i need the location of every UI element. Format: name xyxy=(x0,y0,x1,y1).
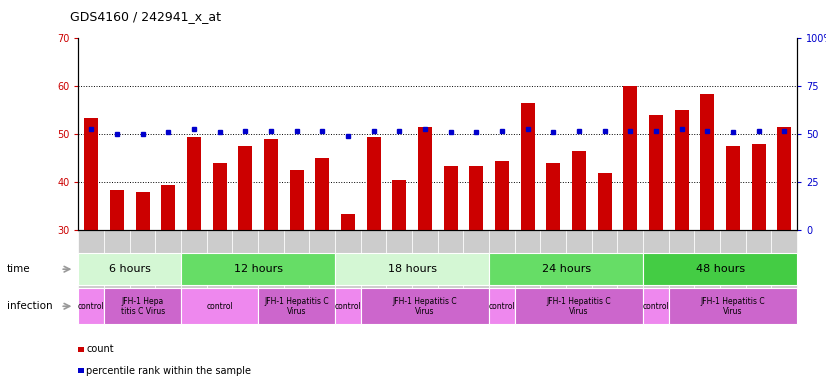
Bar xyxy=(669,288,797,324)
Bar xyxy=(78,347,84,352)
Bar xyxy=(263,139,278,230)
Bar xyxy=(78,230,104,317)
Bar xyxy=(284,230,310,317)
Text: control: control xyxy=(488,302,515,311)
Bar xyxy=(412,230,438,317)
Bar xyxy=(104,288,181,324)
Bar xyxy=(675,110,689,230)
Bar xyxy=(104,230,130,317)
Bar xyxy=(520,103,534,230)
Bar xyxy=(515,230,540,317)
Bar xyxy=(438,230,463,317)
Text: JFH-1 Hepatitis C
Virus: JFH-1 Hepatitis C Virus xyxy=(392,296,458,316)
Bar xyxy=(463,230,489,317)
Bar xyxy=(746,230,771,317)
Text: time: time xyxy=(7,264,31,274)
Text: JFH-1 Hepatitis C
Virus: JFH-1 Hepatitis C Virus xyxy=(700,296,765,316)
Bar xyxy=(700,94,714,230)
Bar xyxy=(418,127,432,230)
Bar xyxy=(643,230,669,317)
Bar xyxy=(752,144,766,230)
Text: control: control xyxy=(335,302,361,311)
Text: JFH-1 Hepa
titis C Virus: JFH-1 Hepa titis C Virus xyxy=(121,296,164,316)
Bar xyxy=(540,230,566,317)
Bar xyxy=(566,230,591,317)
Bar xyxy=(206,230,232,317)
Bar xyxy=(258,288,335,324)
Text: 6 hours: 6 hours xyxy=(109,264,150,274)
Bar xyxy=(643,253,797,285)
Text: JFH-1 Hepatitis C
Virus: JFH-1 Hepatitis C Virus xyxy=(264,296,329,316)
Bar xyxy=(335,288,361,324)
Text: control: control xyxy=(78,302,105,311)
Bar xyxy=(617,230,643,317)
Bar xyxy=(335,253,489,285)
Bar xyxy=(78,368,84,373)
Bar xyxy=(469,166,483,230)
Bar xyxy=(669,230,695,317)
Bar xyxy=(387,230,412,317)
Bar xyxy=(84,118,98,230)
Bar xyxy=(572,151,586,230)
Bar xyxy=(546,163,560,230)
Text: 24 hours: 24 hours xyxy=(542,264,591,274)
Bar xyxy=(623,86,638,230)
Bar xyxy=(316,158,330,230)
Bar xyxy=(78,253,181,285)
Bar xyxy=(161,185,175,230)
Text: JFH-1 Hepatitis C
Virus: JFH-1 Hepatitis C Virus xyxy=(547,296,611,316)
Bar xyxy=(258,230,284,317)
Bar xyxy=(232,230,258,317)
Bar xyxy=(181,253,335,285)
Text: GDS4160 / 242941_x_at: GDS4160 / 242941_x_at xyxy=(70,10,221,23)
Bar xyxy=(341,214,355,230)
Bar xyxy=(489,288,515,324)
Bar xyxy=(649,115,663,230)
Text: 18 hours: 18 hours xyxy=(387,264,437,274)
Bar xyxy=(720,230,746,317)
Text: percentile rank within the sample: percentile rank within the sample xyxy=(87,366,251,376)
Bar xyxy=(78,288,104,324)
Bar xyxy=(135,192,150,230)
Bar xyxy=(361,288,489,324)
Bar xyxy=(726,146,740,230)
Bar xyxy=(181,288,258,324)
Bar xyxy=(187,137,201,230)
Bar xyxy=(130,230,155,317)
Bar xyxy=(695,230,720,317)
Text: 48 hours: 48 hours xyxy=(695,264,745,274)
Bar xyxy=(392,180,406,230)
Bar xyxy=(597,173,612,230)
Bar xyxy=(489,253,643,285)
Bar xyxy=(361,230,387,317)
Bar xyxy=(310,230,335,317)
Bar xyxy=(290,170,304,230)
Text: control: control xyxy=(643,302,669,311)
Bar xyxy=(212,163,226,230)
Bar xyxy=(643,288,669,324)
Bar xyxy=(155,230,181,317)
Bar xyxy=(335,230,361,317)
Bar xyxy=(181,230,206,317)
Text: count: count xyxy=(87,344,114,354)
Bar xyxy=(444,166,458,230)
Bar xyxy=(489,230,515,317)
Bar xyxy=(777,127,791,230)
Bar xyxy=(591,230,617,317)
Bar xyxy=(238,146,253,230)
Bar xyxy=(367,137,381,230)
Bar xyxy=(110,190,124,230)
Text: control: control xyxy=(206,302,233,311)
Text: infection: infection xyxy=(7,301,52,311)
Bar xyxy=(515,288,643,324)
Bar xyxy=(771,230,797,317)
Bar xyxy=(495,161,509,230)
Text: 12 hours: 12 hours xyxy=(234,264,282,274)
